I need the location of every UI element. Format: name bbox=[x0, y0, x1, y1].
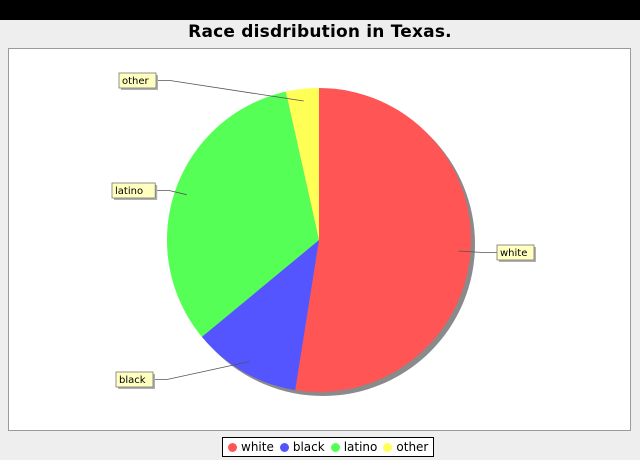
legend-item-latino: latino bbox=[330, 440, 378, 454]
callout-box-latino bbox=[111, 182, 156, 199]
legend-swatch-black bbox=[279, 442, 289, 452]
callout-line-latino bbox=[155, 190, 187, 196]
legend-swatch-other bbox=[383, 442, 393, 452]
chart-title: Race disdribution in Texas. bbox=[188, 22, 452, 42]
callout-label-other: other bbox=[122, 76, 150, 87]
legend-label-white: white bbox=[241, 440, 274, 454]
legend-label-black: black bbox=[292, 440, 325, 454]
pie-slice-white bbox=[295, 88, 471, 392]
pie-slice-black bbox=[201, 240, 319, 391]
pie-slice-latino bbox=[166, 91, 319, 337]
window-top-bar bbox=[0, 0, 640, 20]
callout-label-white: white bbox=[500, 248, 527, 259]
legend-item-white: white bbox=[228, 440, 274, 454]
legend-item-other: other bbox=[383, 440, 428, 454]
callout-box-black bbox=[115, 371, 154, 388]
legend-swatch-white bbox=[228, 442, 237, 452]
legend-swatch-latino bbox=[330, 442, 340, 452]
pie-slices bbox=[166, 88, 471, 392]
callout-box-white bbox=[496, 244, 535, 261]
legend-label-other: other bbox=[396, 440, 429, 454]
callout-line-other bbox=[156, 80, 304, 102]
callout-line-white bbox=[458, 250, 497, 253]
legend: white black latino other bbox=[222, 437, 435, 457]
legend-item-black: black bbox=[279, 440, 325, 454]
slice-callouts: white black latino other bbox=[111, 72, 536, 389]
pie-slice-other bbox=[285, 88, 319, 240]
legend-label-latino: latino bbox=[343, 440, 378, 454]
callout-label-latino: latino bbox=[115, 186, 143, 197]
callout-label-black: black bbox=[119, 375, 146, 386]
callout-box-other bbox=[118, 72, 157, 89]
callout-line-black bbox=[153, 361, 250, 380]
